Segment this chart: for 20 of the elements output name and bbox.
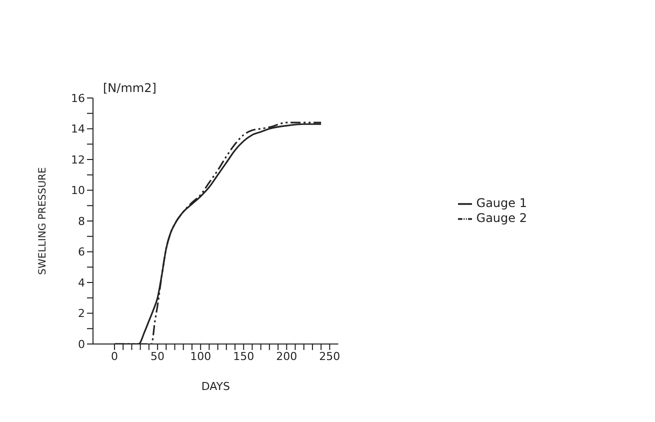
y-tick-label: 12 [71, 153, 85, 166]
x-tick-label: 150 [233, 350, 254, 363]
legend-label: Gauge 1 [476, 196, 527, 210]
x-tick-label: 0 [111, 350, 118, 363]
x-tick-label: 250 [319, 350, 340, 363]
x-tick-label: 50 [150, 350, 165, 363]
y-tick-label: 10 [71, 184, 85, 198]
x-axis-title: DAYS [201, 380, 230, 393]
y-tick-label: 6 [78, 246, 85, 259]
y-tick-label: 0 [78, 338, 85, 351]
y-tick-label: 2 [78, 307, 85, 320]
x-tick-label: 100 [190, 350, 212, 363]
y-tick-label: 8 [78, 214, 85, 228]
text: [N/mm2] [103, 81, 156, 95]
y-tick-label: 16 [71, 92, 85, 105]
legend-label: Gauge 2 [476, 211, 527, 225]
y-axis-title: SWELLING PRESSURE [38, 167, 49, 275]
x-tick-label: 200 [276, 350, 298, 363]
y-tick-label: 4 [78, 276, 85, 290]
y-tick-label: 14 [71, 122, 85, 136]
